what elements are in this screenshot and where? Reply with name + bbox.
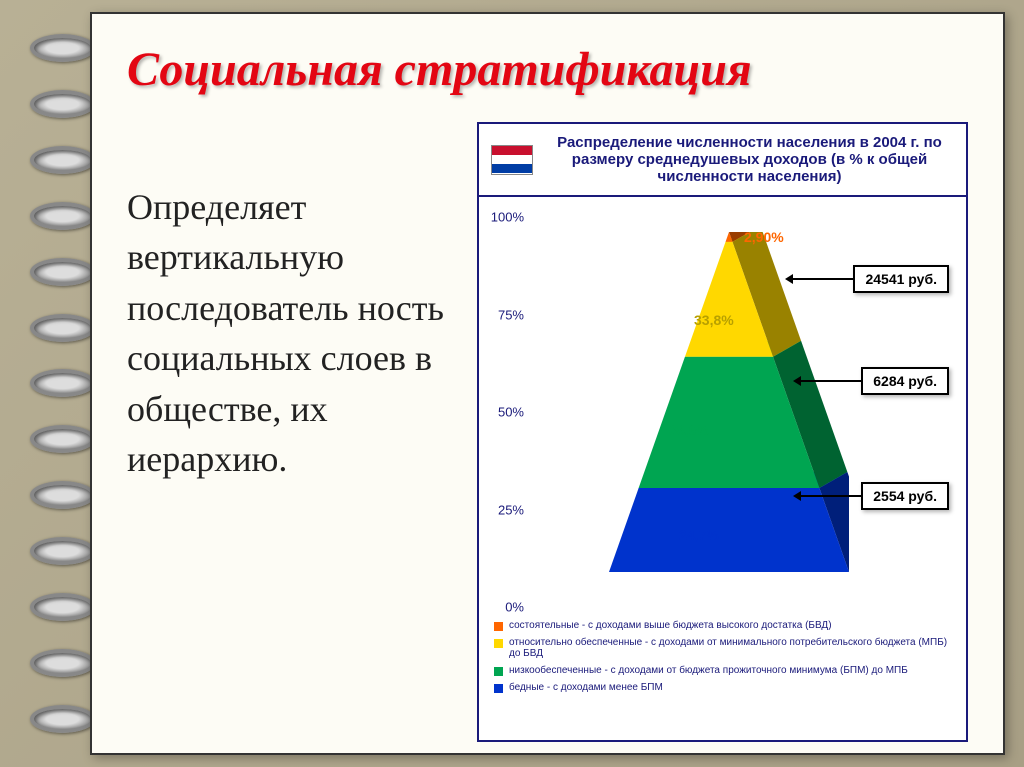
flag-stripe <box>492 146 532 155</box>
callout: 24541 руб. <box>793 265 949 293</box>
chart-plot-area: 0%25%50%75%100% 2,90%33,8%38,6%24,7%2454… <box>534 217 951 607</box>
legend-swatch <box>494 684 503 693</box>
callout-value: 6284 руб. <box>861 367 949 395</box>
chart-header: Распределение численности населения в 20… <box>479 124 966 197</box>
callout-value: 2554 руб. <box>861 482 949 510</box>
flag-stripe <box>492 164 532 173</box>
slide-title: Социальная стратификация <box>127 42 968 97</box>
y-tick-label: 100% <box>491 210 524 225</box>
legend-swatch <box>494 667 503 676</box>
chart-legend: состоятельные - с доходами выше бюджета … <box>479 612 966 707</box>
y-tick-label: 25% <box>498 502 524 517</box>
callout-value: 24541 руб. <box>853 265 949 293</box>
callout: 6284 руб. <box>801 367 949 395</box>
legend-swatch <box>494 639 503 648</box>
pyramid-pct-label: 24,7% <box>679 527 719 543</box>
chart-panel: Распределение численности населения в 20… <box>477 122 968 742</box>
chart-title: Распределение численности населения в 20… <box>545 134 954 185</box>
legend-item: низкообеспеченные - с доходами от бюджет… <box>494 665 951 676</box>
arrow-icon <box>801 380 861 382</box>
legend-item: относительно обеспеченные - с доходами о… <box>494 637 951 659</box>
content-row: Определяет вертикальную последователь но… <box>127 122 968 742</box>
region-flag-icon <box>491 145 533 175</box>
y-tick-label: 75% <box>498 307 524 322</box>
y-tick-label: 50% <box>498 405 524 420</box>
pyramid-pct-label: 33,8% <box>694 312 734 328</box>
flag-stripe <box>492 155 532 164</box>
legend-text: бедные - с доходами менее БПМ <box>509 682 663 693</box>
legend-text: относительно обеспеченные - с доходами о… <box>509 637 951 659</box>
callout: 2554 руб. <box>801 482 949 510</box>
pyramid-pct-label: 38,6% <box>669 422 709 438</box>
arrow-icon <box>801 495 861 497</box>
legend-item: состоятельные - с доходами выше бюджета … <box>494 620 951 631</box>
y-tick-label: 0% <box>505 600 524 615</box>
pyramid-pct-label: 2,90% <box>744 229 784 245</box>
legend-text: низкообеспеченные - с доходами от бюджет… <box>509 665 908 676</box>
legend-swatch <box>494 622 503 631</box>
arrow-icon <box>793 278 853 280</box>
body-text: Определяет вертикальную последователь но… <box>127 122 457 742</box>
legend-text: состоятельные - с доходами выше бюджета … <box>509 620 832 631</box>
y-axis: 0%25%50%75%100% <box>489 217 529 607</box>
legend-item: бедные - с доходами менее БПМ <box>494 682 951 693</box>
slide-page: Социальная стратификация Определяет верт… <box>90 12 1005 755</box>
